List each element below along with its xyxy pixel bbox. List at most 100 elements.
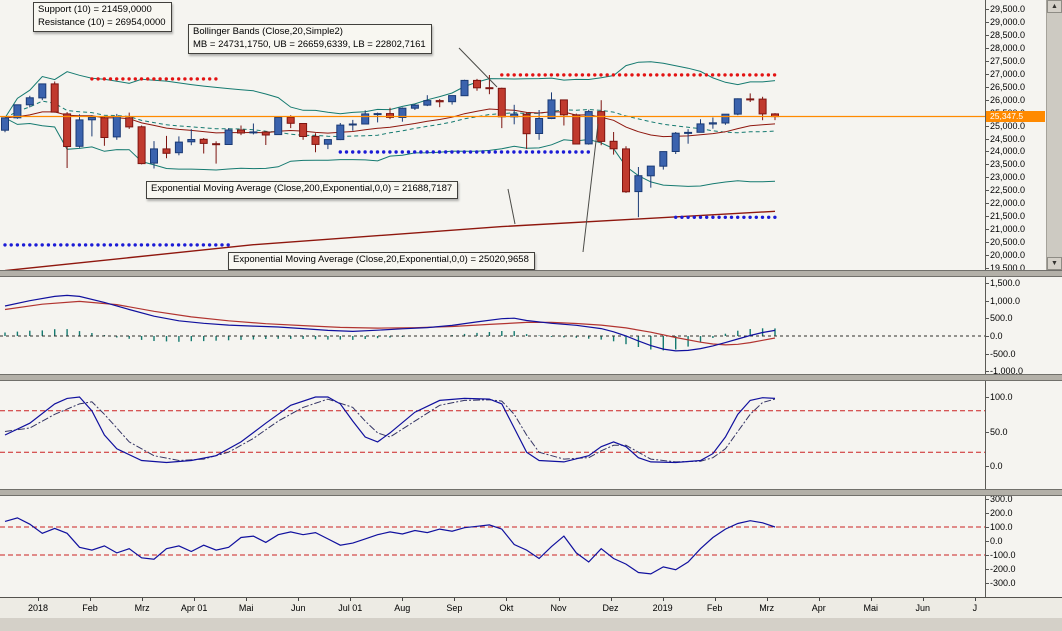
support-dot xyxy=(41,243,44,246)
y-axis-tick-label: 22,000.0 xyxy=(990,198,1025,208)
resistance-dot xyxy=(767,73,770,76)
y-axis-tick-label: 100.0 xyxy=(990,392,1013,402)
support-value-text: Support (10) = 21459,0000 xyxy=(38,4,166,17)
resistance-dot xyxy=(606,73,609,76)
x-axis-label: Jul 01 xyxy=(338,603,362,613)
resistance-dot xyxy=(513,73,516,76)
candle-body xyxy=(287,117,294,123)
support-resistance-tooltip[interactable]: Support (10) = 21459,0000 Resistance (10… xyxy=(33,2,172,32)
x-axis-label: Feb xyxy=(82,603,98,613)
candle-body xyxy=(523,114,530,134)
candle-body xyxy=(163,149,170,153)
x-axis-label: Nov xyxy=(550,603,566,613)
resistance-dot xyxy=(581,73,584,76)
support-dot xyxy=(518,150,521,153)
y-axis-tick-label: 22,500.0 xyxy=(990,185,1025,195)
oscillator-panel[interactable] xyxy=(0,496,985,597)
resistance-dot xyxy=(717,73,720,76)
stochastic-chart-canvas[interactable] xyxy=(0,381,985,489)
y-axis-tick-label: -100.0 xyxy=(990,550,1016,560)
panel-splitter-2[interactable] xyxy=(0,374,1062,381)
scroll-down-button[interactable]: ▼ xyxy=(1047,257,1062,270)
support-dot xyxy=(419,150,422,153)
x-axis-tick xyxy=(923,598,924,601)
y-axis-tick xyxy=(986,527,989,528)
x-axis-tick xyxy=(663,598,664,601)
bollinger-values-text: MB = 24731,1750, UB = 26659,6339, LB = 2… xyxy=(193,39,426,52)
y-axis-tick xyxy=(986,541,989,542)
resistance-dot xyxy=(519,73,522,76)
x-axis-label: 2019 xyxy=(653,603,673,613)
support-dot xyxy=(59,243,62,246)
resistance-dot xyxy=(177,77,180,80)
y-axis-tick-label: 28,500.0 xyxy=(990,30,1025,40)
support-dot xyxy=(587,150,590,153)
support-dot xyxy=(456,150,459,153)
x-axis-tick xyxy=(506,598,507,601)
candle-body xyxy=(647,166,654,176)
x-axis-label: Apr 01 xyxy=(181,603,208,613)
time-axis[interactable]: 2018FebMrzApr 01MaiJunJul 01AugSepOktNov… xyxy=(0,597,1062,618)
macd-panel[interactable] xyxy=(0,277,985,374)
candle-body xyxy=(213,144,220,145)
y-axis-tick xyxy=(986,22,989,23)
panel-splitter-3[interactable] xyxy=(0,489,1062,496)
ema200-label[interactable]: Exponential Moving Average (Close,200,Ex… xyxy=(146,181,458,199)
support-dot xyxy=(773,216,776,219)
resistance-dot xyxy=(575,73,578,76)
y-axis-tick-label: -300.0 xyxy=(990,578,1016,588)
y-axis-tick xyxy=(986,126,989,127)
resistance-dot xyxy=(171,77,174,80)
ema200-text: Exponential Moving Average (Close,200,Ex… xyxy=(151,183,452,196)
ema20-label[interactable]: Exponential Moving Average (Close,20,Exp… xyxy=(228,252,535,270)
y-axis-tick-label: -200.0 xyxy=(990,564,1016,574)
macd-axis[interactable]: 1,500.01,000.0500.00.0-500.0-1,000.0 xyxy=(986,277,1062,374)
panel-splitter-1[interactable] xyxy=(0,270,1062,277)
y-axis-tick-label: 1,000.0 xyxy=(990,296,1020,306)
support-dot xyxy=(556,150,559,153)
x-axis-label: 2018 xyxy=(28,603,48,613)
candle-body xyxy=(623,149,630,192)
support-dot xyxy=(3,243,6,246)
stochastic-panel[interactable] xyxy=(0,381,985,489)
bollinger-tooltip[interactable]: Bollinger Bands (Close,20,Simple2) MB = … xyxy=(188,24,432,54)
support-dot xyxy=(34,243,37,246)
scroll-up-button[interactable]: ▲ xyxy=(1047,0,1062,13)
y-axis-tick xyxy=(986,432,989,433)
candle-body xyxy=(560,100,567,115)
resistance-dot xyxy=(630,73,633,76)
y-axis-tick xyxy=(986,216,989,217)
candle-body xyxy=(734,99,741,114)
y-axis-tick xyxy=(986,318,989,319)
y-axis-tick xyxy=(986,177,989,178)
candle-body xyxy=(151,149,158,163)
x-axis-label: Mrz xyxy=(759,603,774,613)
resistance-dot xyxy=(705,73,708,76)
support-dot xyxy=(736,216,739,219)
candle-body xyxy=(126,118,133,127)
support-dot xyxy=(152,243,155,246)
resistance-dot xyxy=(531,73,534,76)
support-dot xyxy=(121,243,124,246)
price-chart-canvas[interactable] xyxy=(0,0,985,270)
x-axis-tick xyxy=(90,598,91,601)
macd-chart-canvas[interactable] xyxy=(0,277,985,374)
candle-body xyxy=(610,141,617,149)
y-axis-tick-label: 21,500.0 xyxy=(990,211,1025,221)
candle-body xyxy=(300,124,307,137)
y-axis-tick-label: 200.0 xyxy=(990,508,1013,518)
support-dot xyxy=(227,243,230,246)
support-dot xyxy=(481,150,484,153)
x-axis-tick xyxy=(715,598,716,601)
support-dot xyxy=(537,150,540,153)
support-dot xyxy=(711,216,714,219)
candle-body xyxy=(275,117,282,134)
price-panel[interactable]: Support (10) = 21459,0000 Resistance (10… xyxy=(0,0,985,270)
candle-body xyxy=(635,176,642,192)
price-scrollbar[interactable]: ▲ ▼ xyxy=(1046,0,1062,270)
stochastic-axis[interactable]: 100.050.00.0 xyxy=(986,381,1062,489)
support-dot xyxy=(370,150,373,153)
oscillator-axis[interactable]: 300.0200.0100.00.0-100.0-200.0-300.0 xyxy=(986,496,1062,597)
y-axis-tick xyxy=(986,190,989,191)
oscillator-chart-canvas[interactable] xyxy=(0,496,985,597)
